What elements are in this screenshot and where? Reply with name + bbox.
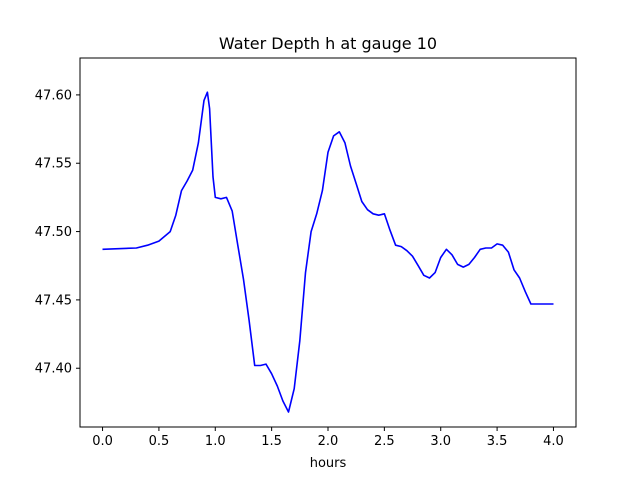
y-tick-label: 47.55 (35, 157, 72, 172)
y-tick-label: 47.40 (35, 362, 72, 377)
y-tick-label: 47.60 (35, 88, 72, 103)
series-line (102, 91, 554, 413)
x-tick-label: 1.0 (205, 434, 226, 449)
chart-title: Water Depth h at gauge 10 (219, 34, 437, 53)
x-axis-label: hours (310, 456, 347, 471)
x-tick-label: 0.0 (92, 434, 113, 449)
y-tick-label: 47.45 (35, 293, 72, 308)
x-tick-label: 3.5 (487, 434, 508, 449)
x-tick-label: 3.0 (430, 434, 451, 449)
x-tick-label: 2.0 (318, 434, 339, 449)
x-tick-label: 2.5 (374, 434, 395, 449)
x-tick-label: 4.0 (543, 434, 564, 449)
x-tick-label: 1.5 (261, 434, 282, 449)
y-tick-label: 47.50 (35, 225, 72, 240)
x-tick-label: 0.5 (149, 434, 170, 449)
